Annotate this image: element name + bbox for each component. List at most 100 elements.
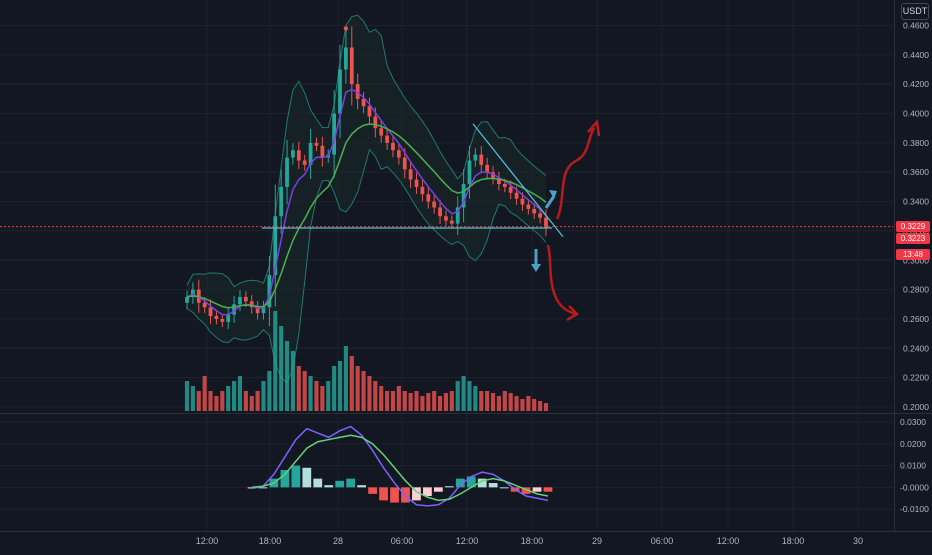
macd-histogram-bar — [412, 487, 421, 501]
bearish-path-arrowhead-icon — [566, 305, 580, 322]
volume-bar — [320, 386, 325, 411]
candle-body — [208, 307, 213, 317]
slow-moving-average — [186, 123, 547, 309]
volume-bar — [208, 391, 213, 411]
price-tick-label: 0.3800 — [903, 138, 929, 148]
candle-body — [414, 179, 419, 187]
candle-body — [514, 192, 519, 199]
volume-bar — [420, 396, 425, 411]
price-tick-label: 0.2400 — [903, 343, 929, 353]
time-tick-label: 28 — [333, 536, 343, 546]
volume-bar — [232, 381, 237, 411]
candle-body — [426, 194, 431, 202]
bullish-path-arrowhead-icon — [587, 119, 601, 137]
axes: 0.4600 0.4400 0.4200 0.4000 0.3800 0.3600 0.34… — [196, 21, 930, 547]
candle-body — [385, 135, 389, 143]
breakout-arrow-head-icon — [549, 190, 557, 199]
macd-histogram-bar — [477, 478, 487, 488]
last-price-tag: 0.3229 — [896, 221, 930, 232]
candle-body — [238, 296, 242, 305]
macd-histogram-bar — [423, 487, 432, 497]
candle-body — [332, 113, 337, 155]
macd-histogram-bar — [346, 478, 356, 488]
volume-bar — [290, 351, 295, 411]
price-tick-label: 0.4000 — [903, 109, 929, 119]
candle-body — [255, 307, 260, 314]
volume-bar — [237, 376, 243, 411]
candle-body — [479, 154, 484, 165]
macd-tick-label: 0.0300 — [900, 417, 926, 427]
volume-bar — [332, 366, 337, 411]
peak-marker — [343, 26, 349, 31]
grid-lines — [0, 0, 932, 532]
currency-badge[interactable]: USDT — [901, 3, 929, 20]
volume-bar — [273, 311, 278, 411]
volume-bar — [396, 386, 401, 411]
candle-body — [497, 178, 501, 184]
macd-histogram-bar — [466, 476, 476, 488]
drawings[interactable] — [0, 119, 893, 322]
macd-pane — [247, 425, 553, 507]
price-tick-label: 0.4200 — [903, 79, 929, 89]
volume-bar — [432, 391, 437, 411]
candle-body — [296, 150, 301, 161]
candle-body — [243, 296, 248, 302]
signal-line — [251, 434, 549, 502]
volume-bar — [426, 393, 431, 411]
volume-bar — [438, 396, 443, 411]
bearish-path-arrow-icon — [546, 244, 577, 316]
volume-bar — [284, 341, 290, 411]
volume-bar — [279, 326, 284, 411]
candle-body — [226, 314, 231, 322]
bollinger-upper — [186, 14, 547, 288]
macd-histogram-bar — [335, 480, 345, 488]
price-tick-label: 0.4600 — [903, 21, 929, 31]
candle-body — [491, 172, 495, 179]
macd-histogram-bar — [532, 487, 542, 492]
close-price-tag: 0.3223 — [896, 233, 930, 244]
candle-body — [508, 186, 513, 193]
candle-body — [267, 274, 272, 308]
time-tick-label: 30 — [853, 536, 863, 546]
bullish-path-arrow-icon — [555, 127, 596, 220]
candle-body — [432, 201, 437, 208]
volume-bar — [184, 381, 190, 411]
macd-tick-label: 0.0200 — [900, 439, 926, 449]
volume-bar — [261, 381, 266, 411]
time-tick-label: 06:00 — [391, 536, 414, 546]
volume-bar — [526, 396, 531, 411]
candle-body — [391, 142, 395, 151]
volume-bars — [184, 311, 549, 411]
price-axis[interactable] — [895, 0, 932, 550]
volume-bar — [349, 356, 354, 411]
volume-bar — [202, 376, 207, 411]
candle-body — [402, 157, 407, 170]
time-tick-label: 18:00 — [521, 536, 544, 546]
time-tick-label: 29 — [592, 536, 602, 546]
candle-body — [544, 217, 548, 228]
macd-histogram-bar — [302, 467, 312, 488]
price-tick-label: 0.3000 — [903, 255, 929, 265]
candle-body — [344, 47, 348, 70]
macd-histogram-bar — [488, 483, 498, 488]
descending-trendline — [472, 123, 564, 238]
volume-bar — [449, 391, 454, 411]
candle-body — [302, 160, 307, 165]
volume-bar — [538, 401, 543, 411]
volume-bar — [302, 371, 307, 411]
volume-bar — [485, 391, 490, 411]
candle-body — [526, 204, 531, 209]
bar-countdown-tag: 13:48 — [896, 249, 930, 260]
candle-body — [532, 208, 537, 214]
volume-bar — [190, 386, 195, 411]
volume-bar — [226, 386, 231, 411]
candle-body — [355, 84, 360, 99]
macd-histogram-bar — [521, 487, 531, 494]
macd-tick-label: -0.0100 — [900, 504, 929, 514]
candle-body — [461, 183, 466, 208]
candle-body — [473, 154, 478, 161]
volume-bar — [326, 381, 331, 411]
candle-body — [367, 106, 372, 117]
